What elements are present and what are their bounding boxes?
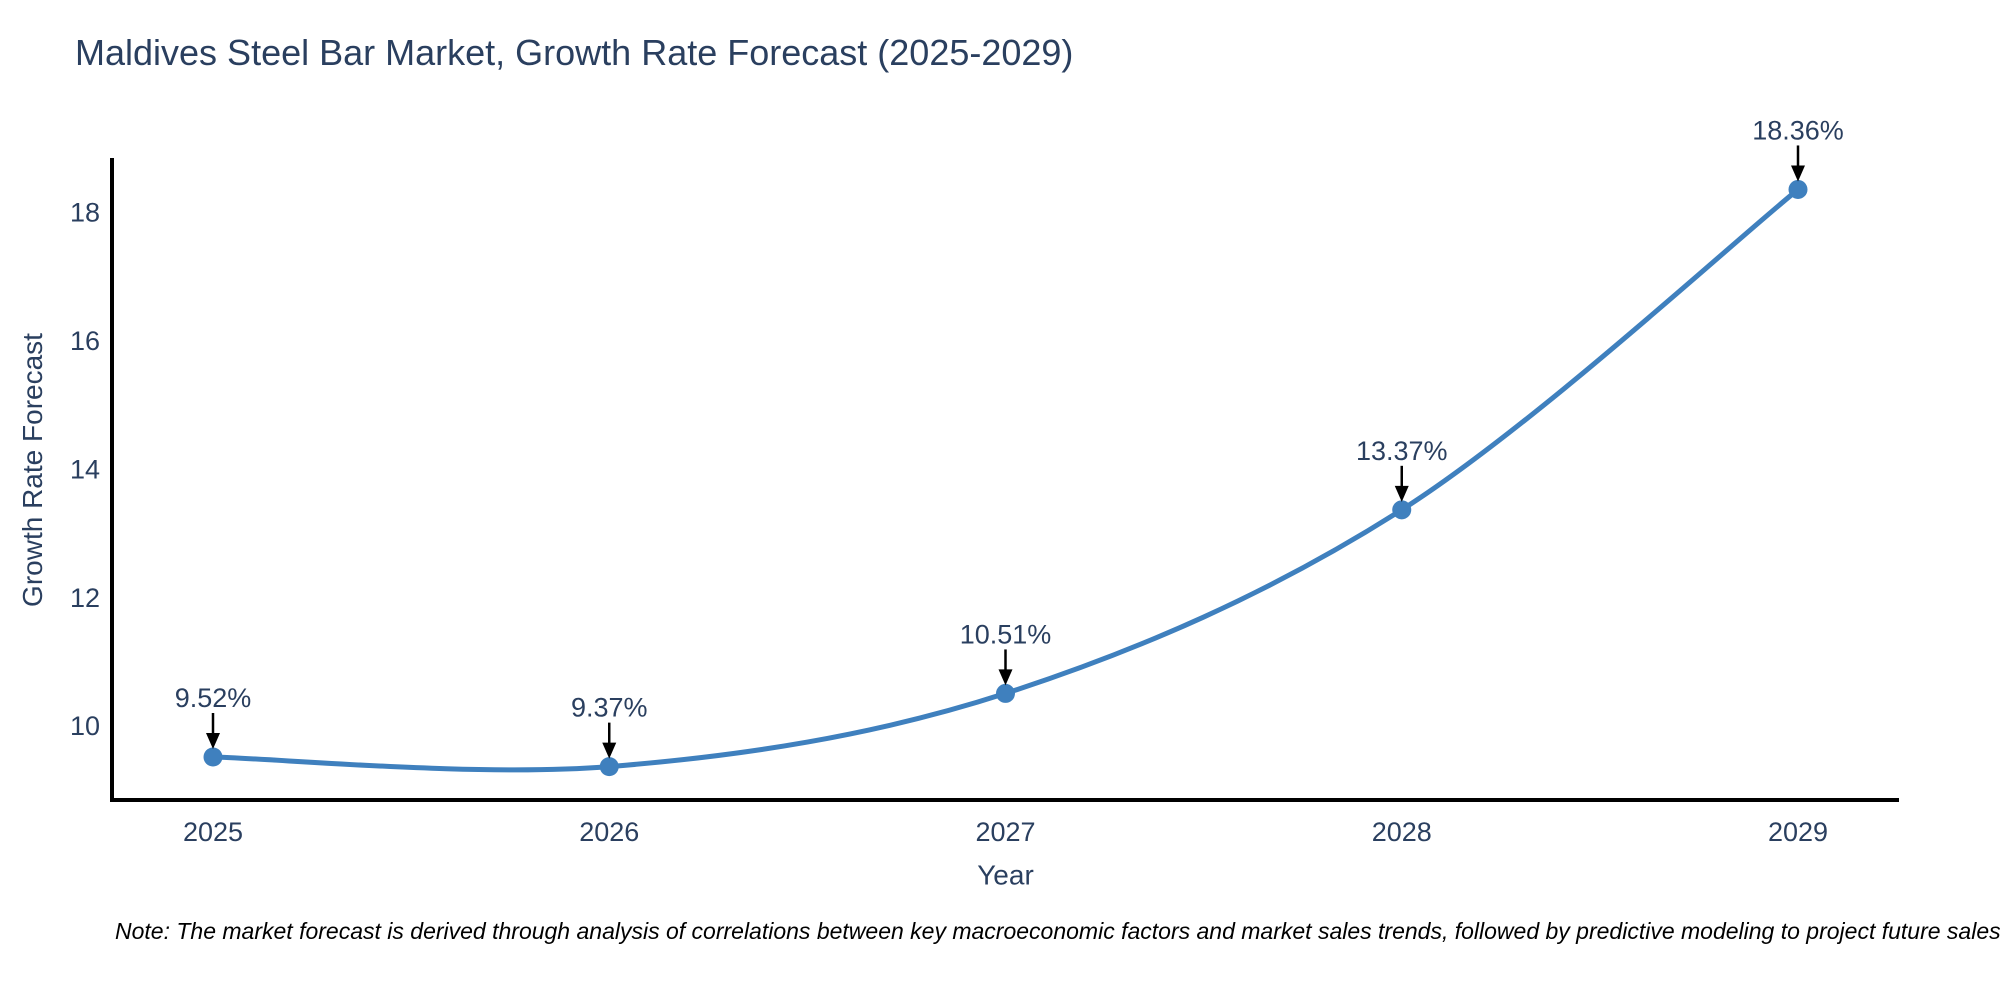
x-tick-label: 2026 — [579, 817, 639, 847]
annotation-arrowhead-icon — [998, 669, 1013, 686]
data-point-marker — [996, 683, 1015, 703]
x-axis-title: Year — [977, 860, 1034, 891]
x-tick-label: 2027 — [975, 817, 1035, 847]
chart-title: Maldives Steel Bar Market, Growth Rate F… — [75, 32, 1074, 73]
data-point-label: 10.51% — [960, 619, 1052, 649]
data-point-label: 13.37% — [1356, 436, 1448, 466]
annotation-arrowhead-icon — [1394, 485, 1409, 502]
x-tick-label: 2029 — [1768, 817, 1828, 847]
y-tick-label: 10 — [70, 711, 100, 741]
data-point-marker — [1788, 179, 1808, 199]
data-point-marker — [599, 757, 619, 777]
data-point-label: 9.37% — [571, 693, 648, 723]
y-axis-title: Growth Rate Forecast — [17, 333, 48, 607]
y-tick-label: 18 — [70, 198, 100, 228]
chart-footnote: Note: The market forecast is derived thr… — [115, 918, 2000, 944]
y-tick-label: 12 — [70, 583, 100, 613]
annotation-arrowhead-icon — [602, 742, 617, 759]
data-point-label: 9.52% — [175, 683, 252, 713]
annotation-arrowhead-icon — [206, 732, 220, 749]
data-point-marker — [203, 747, 223, 767]
data-point-label: 18.36% — [1752, 115, 1844, 145]
annotation-arrowhead-icon — [1791, 165, 1805, 182]
x-tick-label: 2028 — [1372, 817, 1432, 847]
growth-rate-line — [210, 187, 1801, 773]
data-point-marker — [1392, 500, 1412, 520]
y-tick-label: 14 — [70, 454, 100, 484]
x-tick-label: 2025 — [183, 817, 243, 847]
y-tick-label: 16 — [70, 326, 100, 356]
